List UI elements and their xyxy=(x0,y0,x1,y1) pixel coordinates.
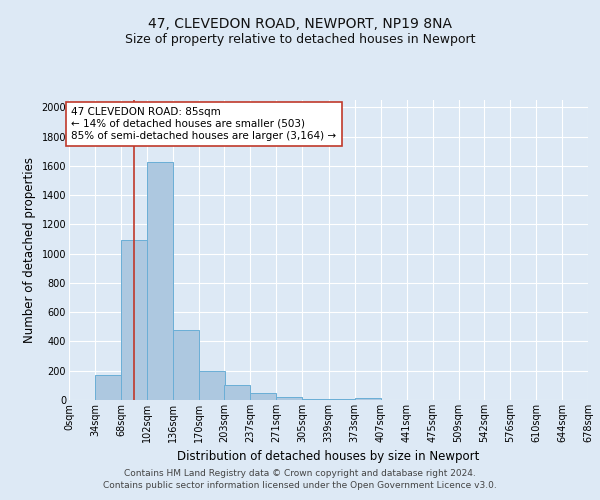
Text: Contains HM Land Registry data © Crown copyright and database right 2024.: Contains HM Land Registry data © Crown c… xyxy=(124,468,476,477)
Y-axis label: Number of detached properties: Number of detached properties xyxy=(23,157,36,343)
Bar xyxy=(147,162,173,400)
Text: Contains public sector information licensed under the Open Government Licence v3: Contains public sector information licen… xyxy=(103,481,497,490)
Bar xyxy=(199,370,225,400)
X-axis label: Distribution of detached houses by size in Newport: Distribution of detached houses by size … xyxy=(178,450,479,464)
Bar xyxy=(355,398,380,400)
Bar xyxy=(224,386,250,400)
Bar xyxy=(173,330,199,400)
Bar xyxy=(95,375,121,400)
Bar xyxy=(121,240,147,400)
Text: Size of property relative to detached houses in Newport: Size of property relative to detached ho… xyxy=(125,32,475,46)
Bar xyxy=(277,397,302,400)
Text: 47, CLEVEDON ROAD, NEWPORT, NP19 8NA: 47, CLEVEDON ROAD, NEWPORT, NP19 8NA xyxy=(148,18,452,32)
Bar xyxy=(250,394,277,400)
Text: 47 CLEVEDON ROAD: 85sqm
← 14% of detached houses are smaller (503)
85% of semi-d: 47 CLEVEDON ROAD: 85sqm ← 14% of detache… xyxy=(71,108,337,140)
